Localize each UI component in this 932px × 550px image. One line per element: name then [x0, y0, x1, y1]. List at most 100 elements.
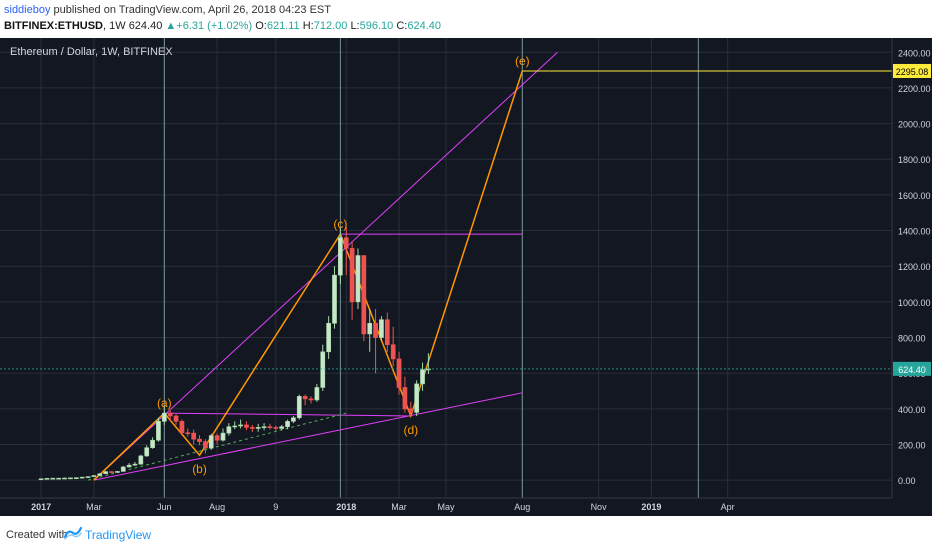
- ohlc-high-value: 712.00: [313, 20, 348, 32]
- candle-body: [138, 455, 144, 465]
- candle-body: [338, 237, 343, 276]
- interval-label: 1W: [109, 20, 126, 32]
- candle-body: [414, 383, 420, 413]
- x-tick-label: May: [437, 502, 455, 512]
- candle-body: [390, 344, 396, 360]
- candle-body: [349, 248, 355, 303]
- y-tick-label: 1400.00: [898, 227, 931, 237]
- candle-body: [126, 464, 132, 468]
- candle-body: [38, 478, 44, 481]
- symbol-line: BITFINEX:ETHUSD, 1W 624.40 ▲+6.31 (+1.02…: [4, 20, 441, 32]
- price-labels: 2295.08 624.40: [0, 63, 931, 376]
- candle-body: [156, 421, 161, 441]
- y-tick-label: 1000.00: [898, 298, 931, 308]
- publication-line: siddieboy published on TradingView.com, …: [4, 4, 331, 16]
- candle-body: [273, 427, 279, 429]
- candle-body: [179, 421, 185, 434]
- candle-body: [302, 396, 308, 400]
- y-tick-label: 2200.00: [898, 84, 931, 94]
- price-label-box: [893, 361, 931, 376]
- candle-body: [191, 432, 197, 440]
- candle-body: [203, 441, 208, 449]
- candle-body: [144, 447, 150, 457]
- candle-body: [161, 412, 167, 422]
- candle-body: [120, 466, 126, 472]
- candle-body: [408, 408, 414, 413]
- candle-body: [314, 387, 320, 401]
- candle-body: [384, 319, 390, 345]
- candle-body: [173, 415, 179, 422]
- ohlc-low-label: L:: [350, 20, 360, 32]
- x-tick-label: Jun: [157, 502, 172, 512]
- candle-body: [367, 322, 373, 335]
- candle-body: [73, 477, 79, 479]
- candle-body: [91, 475, 97, 477]
- candle-body: [373, 322, 378, 338]
- wave-labels: (a) (b) (c) (d) (e): [157, 54, 530, 476]
- candle-body: [249, 427, 255, 429]
- candle-body: [279, 426, 285, 429]
- x-tick-label: 2019: [641, 502, 661, 512]
- tradingview-brand[interactable]: TradingView: [85, 528, 152, 542]
- chart-title: Ethereum / Dollar, 1W, BITFINEX: [10, 46, 173, 58]
- candle-body: [214, 435, 220, 441]
- candle-body: [396, 358, 402, 388]
- x-tick-label: Mar: [391, 502, 407, 512]
- candle-body: [261, 426, 267, 428]
- x-tick-label: Mar: [86, 502, 102, 512]
- y-tick-label: 800.00: [898, 334, 926, 344]
- price-label-box: [893, 63, 931, 78]
- price-label-text: 2295.08: [896, 67, 929, 77]
- upper-channel-line: [93, 51, 558, 481]
- published-text: published on TradingView.com, April 26, …: [53, 4, 331, 16]
- time-axis[interactable]: 2017 Mar Jun Aug 9 2018 Mar May Aug Nov 2019 Apr: [31, 502, 735, 512]
- candle-body: [291, 417, 296, 422]
- candle-body: [85, 476, 91, 478]
- elliott-wave-path: [93, 70, 524, 481]
- candle-body: [267, 426, 273, 428]
- candles-series: [38, 226, 431, 481]
- candle-body: [320, 351, 326, 388]
- ohlc-high-label: H:: [302, 20, 314, 32]
- candle-body: [68, 477, 73, 480]
- created-with-text: Created with: [6, 529, 68, 541]
- time-axis-background: [0, 498, 932, 516]
- symbol-separator: ,: [103, 20, 110, 32]
- candle-body: [255, 427, 261, 429]
- y-tick-label: 2400.00: [898, 48, 931, 58]
- x-tick-label: Apr: [721, 502, 735, 512]
- candle-body: [97, 473, 103, 476]
- chart-area[interactable]: (a) (b) (c) (d) (e) 2400.00 2200.00 2000.00 180…: [0, 38, 932, 516]
- candle-body: [238, 424, 243, 427]
- candle-body: [197, 438, 202, 442]
- candle-body: [44, 478, 50, 480]
- candle-body: [420, 369, 425, 385]
- y-tick-label: 1600.00: [898, 191, 931, 201]
- candle-body: [355, 255, 361, 303]
- trend-drawings: [87, 51, 892, 481]
- chart-canvas[interactable]: (a) (b) (c) (d) (e) 2400.00 2200.00 2000.00 180…: [0, 38, 932, 516]
- x-tick-label: Aug: [209, 502, 225, 512]
- x-tick-label: Aug: [514, 502, 530, 512]
- candle-body: [208, 435, 214, 449]
- x-tick-label: 2017: [31, 502, 51, 512]
- wave-label: (c): [333, 217, 347, 231]
- candle-body: [56, 477, 62, 480]
- price-change: +6.31 (+1.02%): [176, 20, 253, 32]
- wave-label: (d): [403, 423, 418, 437]
- candle-body: [332, 274, 337, 324]
- y-tick-label: 1800.00: [898, 155, 931, 165]
- price-label-text: 624.40: [898, 365, 926, 375]
- y-tick-label: 0.00: [898, 476, 916, 486]
- candle-body: [326, 322, 331, 353]
- candle-body: [343, 237, 349, 249]
- candle-body: [379, 319, 384, 338]
- author-link[interactable]: siddieboy: [4, 4, 51, 16]
- y-tick-label: 400.00: [898, 405, 926, 415]
- footer: Created with TradingView: [0, 516, 932, 550]
- wave-label: (b): [192, 462, 207, 476]
- candle-body: [308, 398, 314, 401]
- candle-body: [226, 426, 232, 434]
- candle-body: [50, 477, 56, 480]
- ohlc-low-value: 596.10: [359, 20, 394, 32]
